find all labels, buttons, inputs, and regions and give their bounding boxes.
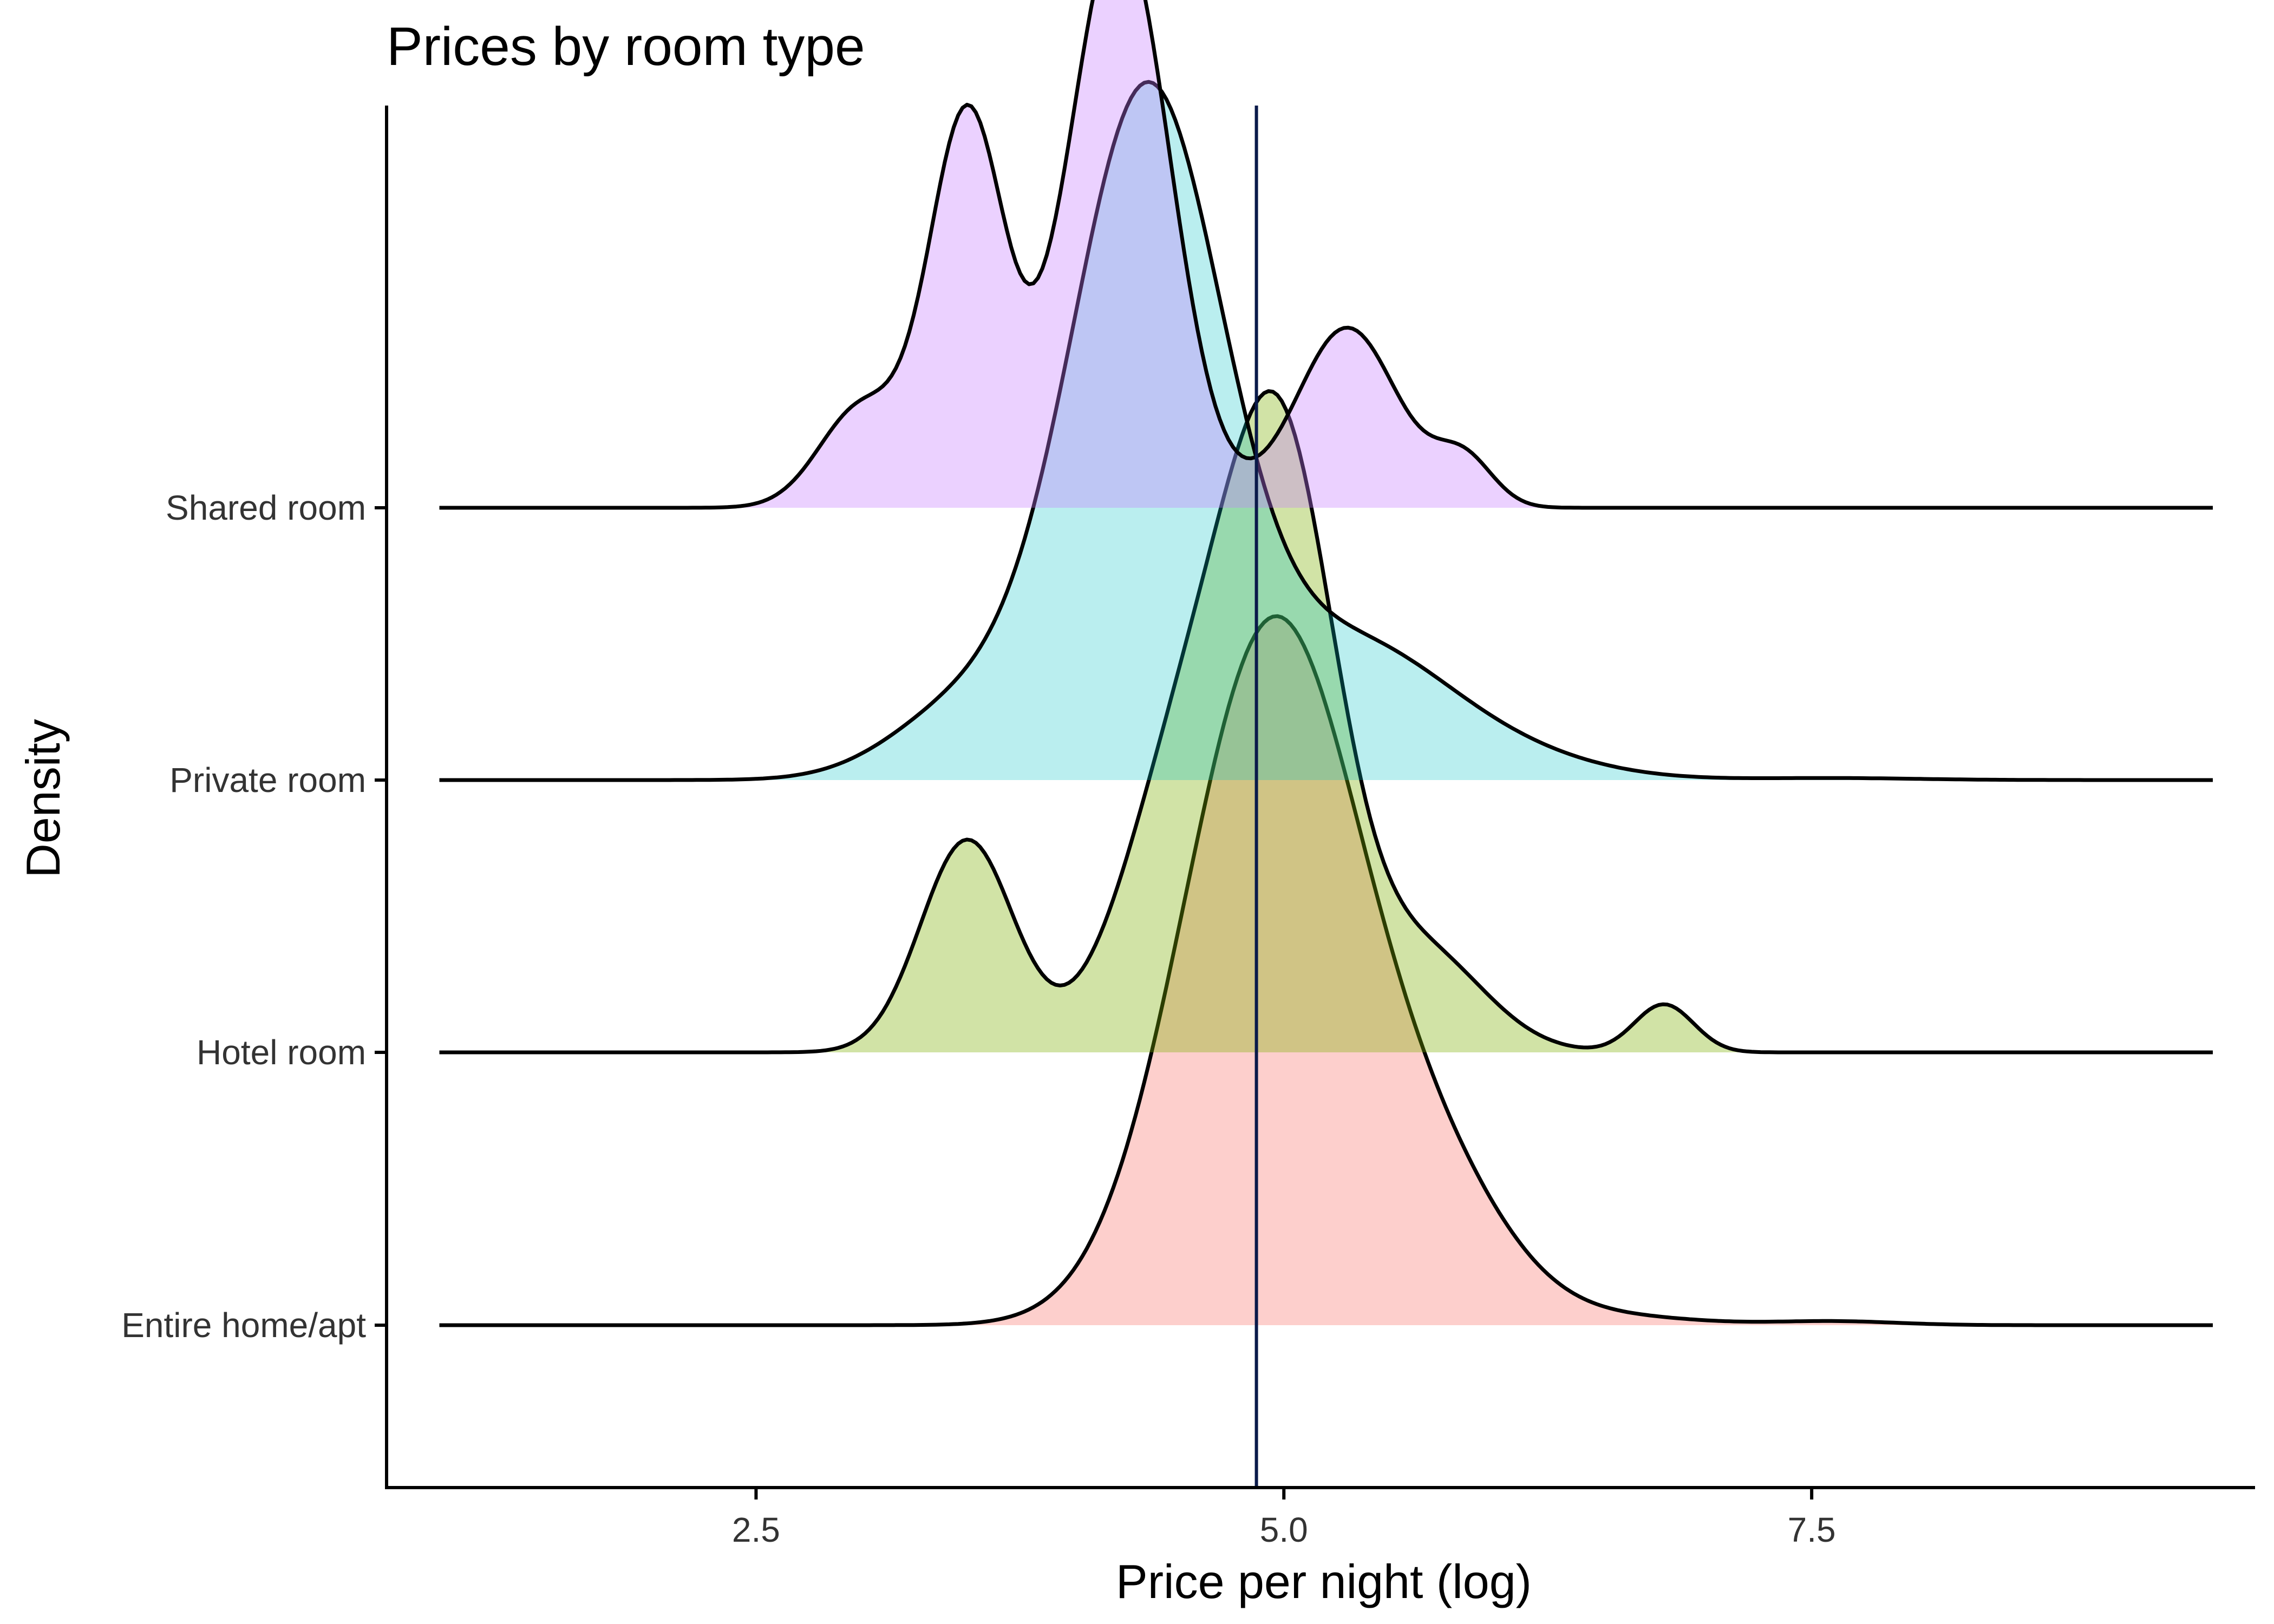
y-tick-label: Hotel room <box>197 1033 366 1072</box>
ridges-layer <box>439 0 2213 1327</box>
ridge-outline <box>439 614 2213 1327</box>
y-tick-label: Entire home/apt <box>121 1306 366 1345</box>
ridge-area <box>439 82 2213 781</box>
x-axis-ticks: 2.5 5.0 7.5 <box>732 1488 1836 1549</box>
y-tick-label: Private room <box>169 761 366 800</box>
y-tick-label: Shared room <box>166 488 366 527</box>
ridge-area <box>439 391 2213 1052</box>
ridge-entire-home-apt <box>439 614 2213 1327</box>
ridge-outline <box>439 80 2213 782</box>
chart-title: Prices by room type <box>387 16 865 77</box>
ridge-area <box>439 0 2213 508</box>
x-axis-title: Price per night (log) <box>1116 1555 1532 1608</box>
y-axis-ticks: Entire home/apt Hotel room Private room Sha… <box>121 488 387 1345</box>
ridge-outline <box>439 0 2213 510</box>
ridge-private-room <box>439 80 2213 782</box>
ridge-shared-room <box>439 0 2213 510</box>
ridge-outline <box>439 389 2213 1055</box>
x-tick-label: 5.0 <box>1260 1510 1308 1549</box>
ridge-hotel-room <box>439 389 2213 1055</box>
x-tick-label: 2.5 <box>732 1510 780 1549</box>
x-tick-label: 7.5 <box>1788 1510 1836 1549</box>
ridge-area <box>439 616 2213 1325</box>
y-axis-title: Density <box>16 719 70 878</box>
